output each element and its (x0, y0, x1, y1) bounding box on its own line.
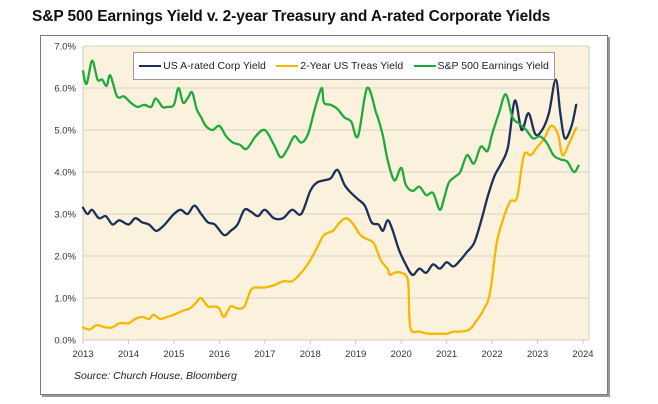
legend-item-earnings-yield: S&P 500 Earnings Yield (413, 60, 549, 72)
series-line-treasury-yield (81, 124, 578, 335)
plot-area (83, 46, 589, 340)
x-tick-label: 2017 (254, 349, 275, 360)
legend-item-corp-yield: US A-rated Corp Yield (139, 60, 266, 72)
x-tick-label: 2015 (163, 349, 184, 360)
x-tick-label: 2022 (482, 349, 503, 360)
y-tick-label: 5.0% (54, 126, 76, 137)
series-line-earnings-yield (81, 59, 580, 211)
x-tick-label: 2021 (436, 349, 457, 360)
y-tick-label: 7.0% (54, 42, 76, 53)
x-tick-label: 2023 (527, 349, 548, 360)
x-tick-label: 2019 (345, 349, 366, 360)
legend-item-treasury-yield: 2-Year US Treas Yield (276, 60, 403, 72)
y-tick-label: 2.0% (54, 252, 76, 263)
x-tick-label: 2020 (391, 349, 412, 360)
legend-label-earnings-yield: S&P 500 Earnings Yield (437, 60, 549, 72)
legend-label-corp-yield: US A-rated Corp Yield (163, 60, 266, 72)
y-tick-label: 3.0% (54, 210, 76, 221)
legend-swatch-treasury-yield (276, 64, 299, 68)
legend-swatch-corp-yield (139, 64, 162, 68)
y-tick-label: 0.0% (54, 336, 76, 347)
x-tick-label: 2014 (118, 349, 139, 360)
y-tick-label: 6.0% (54, 84, 76, 95)
legend-label-treasury-yield: 2-Year US Treas Yield (300, 60, 404, 72)
x-tick-label: 2016 (209, 349, 230, 360)
series-line-corp-yield (81, 78, 578, 277)
y-tick-label: 1.0% (54, 294, 76, 305)
chart-legend: US A-rated Corp Yield 2-Year US Treas Yi… (133, 52, 555, 80)
x-tick-label: 2024 (572, 349, 593, 360)
y-tick-label: 4.0% (54, 168, 76, 179)
legend-swatch-earnings-yield (413, 64, 436, 68)
x-tick-label: 2018 (300, 349, 321, 360)
x-tick-label: 2013 (72, 349, 93, 360)
source-note: Source: Church House, Bloomberg (74, 370, 237, 382)
chart-title: S&P 500 Earnings Yield v. 2-year Treasur… (32, 8, 551, 25)
